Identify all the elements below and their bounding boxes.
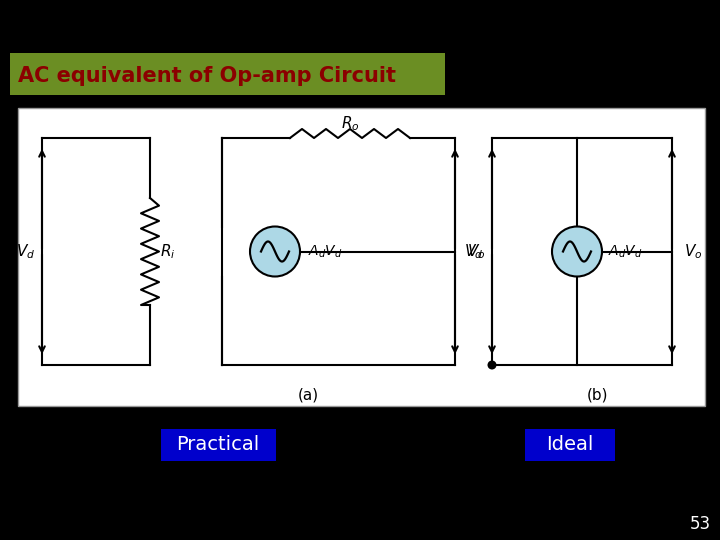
- Circle shape: [552, 226, 602, 276]
- Text: Ideal: Ideal: [546, 435, 594, 455]
- Circle shape: [250, 226, 300, 276]
- Text: $R_o$: $R_o$: [341, 114, 359, 133]
- Text: $V_o$: $V_o$: [684, 242, 703, 261]
- Text: $A_d V_d$: $A_d V_d$: [608, 244, 642, 260]
- Text: AC equivalent of Op-amp Circuit: AC equivalent of Op-amp Circuit: [18, 66, 396, 86]
- Circle shape: [487, 361, 497, 369]
- Text: $A_d V_d$: $A_d V_d$: [308, 244, 343, 260]
- FancyBboxPatch shape: [18, 108, 705, 406]
- Text: Practical: Practical: [176, 435, 260, 455]
- FancyBboxPatch shape: [161, 429, 276, 461]
- Text: 53: 53: [690, 515, 711, 533]
- Text: (b): (b): [586, 387, 608, 402]
- FancyBboxPatch shape: [10, 53, 445, 95]
- Text: $V_d$: $V_d$: [464, 242, 484, 261]
- Text: $R_i$: $R_i$: [160, 242, 176, 261]
- FancyBboxPatch shape: [525, 429, 615, 461]
- Text: $V_d$: $V_d$: [17, 242, 35, 261]
- Text: $V_o$: $V_o$: [467, 242, 485, 261]
- Text: (a): (a): [298, 387, 319, 402]
